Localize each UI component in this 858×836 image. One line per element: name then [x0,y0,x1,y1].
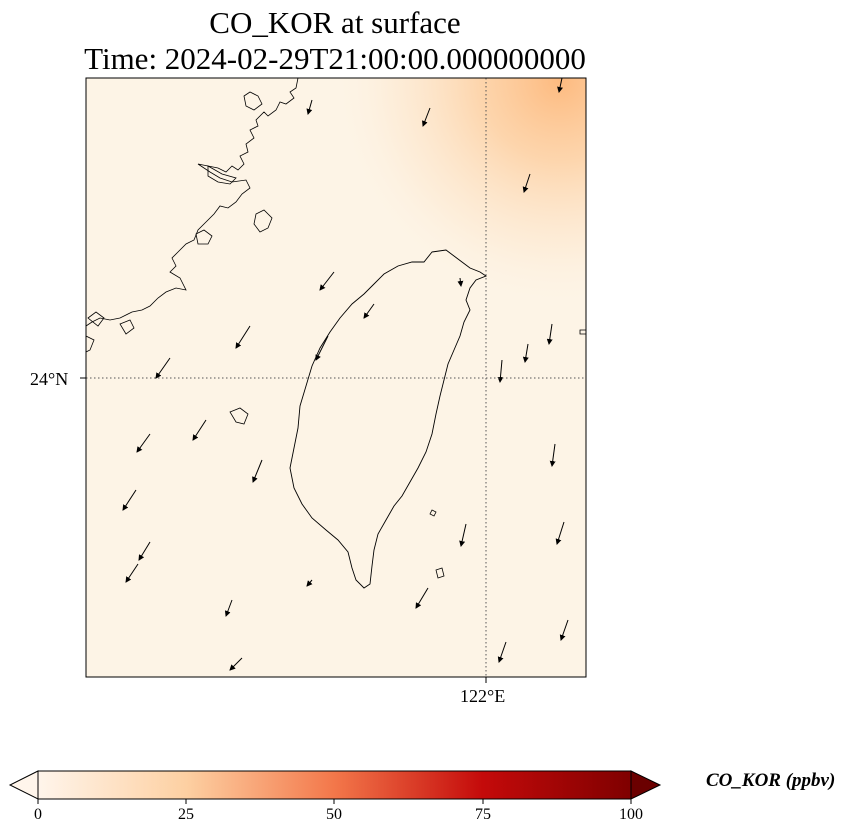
longitude-label: 122°E [460,686,506,706]
coastal-island [86,335,95,353]
wind-arrow [549,443,556,467]
wind-arrow [497,359,504,383]
colorbar-tick-label: 0 [34,806,42,823]
wind-arrow [555,521,565,545]
wind-arrow [315,335,329,361]
coastal-island [195,229,213,245]
colorbar-label: CO_KOR (ppbv) [706,770,836,791]
latitude-label: 24°N [30,369,69,389]
colorbar-over-arrow [630,770,662,800]
wind-arrow [363,303,375,319]
wind-arrow [192,419,207,441]
colorbar-under-arrow [8,770,39,800]
colorbar [8,770,662,804]
wind-arrow [457,277,464,287]
wind-arrow [459,523,467,547]
wind-arrow [229,657,243,671]
map-title: CO_KOR at surface [209,5,461,40]
wind-arrow [497,641,507,663]
wind-arrow [138,541,151,561]
taiwan-coastline [289,249,487,589]
wind-arrow [415,587,429,609]
coastal-island [243,91,263,111]
colorbar-tick-label: 50 [326,806,342,823]
wind-arrow [546,323,553,345]
wind-arrow [557,77,563,93]
wind-arrow [422,107,431,127]
wind-arrow [122,489,137,511]
penghu-islands [229,407,249,425]
wind-arrow [136,433,151,453]
wind-arrow [235,325,251,349]
colorbar-gradient [37,770,632,800]
orchid-island [435,567,445,579]
map-subtitle-time: Time: 2024-02-29T21:00:00.000000000 [84,41,586,76]
wind-vectors [122,77,569,671]
wind-arrow [306,99,313,115]
wind-arrow [155,357,171,379]
wind-arrow [306,579,313,587]
wind-arrow [319,271,335,291]
coastal-island [119,319,135,335]
yonaguni-island [579,329,586,335]
wind-arrow [522,343,529,363]
coastal-island [207,165,237,185]
china-coastline [86,78,299,327]
green-island [429,509,437,517]
coastal-island [87,311,105,327]
wind-arrow [125,563,139,583]
colorbar-tick-label: 75 [475,806,491,823]
wind-arrow [252,459,263,483]
coastal-island [253,209,273,233]
wind-arrow [559,619,569,641]
colorbar-tick-label: 25 [178,806,194,823]
colorbar-tick-label: 100 [619,806,643,823]
wind-arrow [224,599,233,617]
wind-arrow [522,173,531,193]
